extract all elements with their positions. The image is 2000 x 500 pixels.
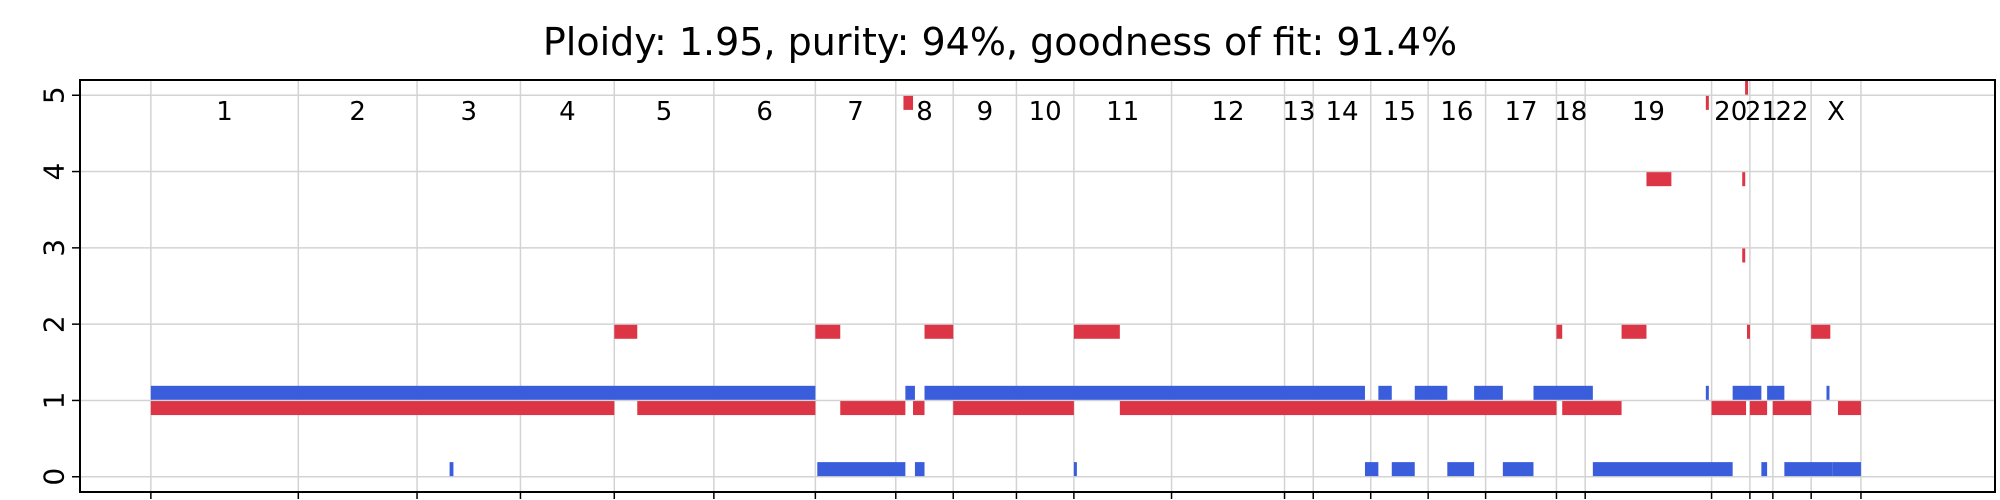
major-cn-segment	[1705, 95, 1709, 110]
major-cn-segment	[1742, 248, 1746, 263]
chromosome-label: 18	[1554, 97, 1587, 127]
plot-frame	[79, 79, 1996, 493]
chromosome-label: 13	[1282, 97, 1315, 127]
chromosome-label: 8	[916, 97, 933, 127]
minor-cn-segment	[1732, 385, 1762, 400]
major-cn-segment	[815, 324, 841, 339]
minor-cn-segment	[1761, 462, 1768, 477]
chromosome-label: 9	[977, 97, 994, 127]
chart-title: Ploidy: 1.95, purity: 94%, goodness of f…	[543, 20, 1457, 64]
major-cn-segment	[1742, 172, 1746, 187]
minor-cn-segment	[1533, 385, 1593, 400]
chromosome-label: 6	[756, 97, 773, 127]
minor-cn-segment	[1391, 462, 1415, 477]
minor-cn-segment	[1767, 385, 1785, 400]
major-cn-segment	[1073, 324, 1120, 339]
minor-cn-segment	[150, 385, 816, 400]
minor-cn-segment	[1073, 462, 1077, 477]
chromosome-label: 21	[1745, 97, 1778, 127]
minor-cn-segment	[914, 462, 925, 477]
chromosome-label: 17	[1504, 97, 1537, 127]
minor-cn-segment	[1705, 385, 1709, 400]
major-cn-segment	[913, 401, 925, 416]
major-cn-segment	[840, 401, 906, 416]
major-cn-segment	[1562, 401, 1622, 416]
minor-cn-segment	[1502, 462, 1534, 477]
minor-cn-segment	[1447, 462, 1475, 477]
chromosome-label: X	[1827, 97, 1845, 127]
chromosome-label: 20	[1714, 97, 1747, 127]
minor-cn-segment	[1378, 385, 1392, 400]
y-tick-label: 5	[38, 86, 71, 104]
major-cn-segment	[1646, 172, 1672, 187]
major-cn-segment	[1772, 401, 1812, 416]
minor-cn-segment	[924, 385, 1365, 400]
major-cn-segment	[1837, 401, 1861, 416]
minor-cn-segment	[1364, 462, 1379, 477]
chromosome-label: 22	[1775, 97, 1808, 127]
y-tick-label: 3	[38, 239, 71, 257]
minor-cn-segment	[905, 385, 915, 400]
chromosome-label: 11	[1106, 97, 1139, 127]
chromosome-label: 4	[559, 97, 576, 127]
major-cn-segment	[637, 401, 816, 416]
chromosome-label: 15	[1383, 97, 1416, 127]
minor-cn-segment	[449, 462, 454, 477]
major-cn-segment	[953, 401, 1074, 416]
y-tick-label: 2	[38, 315, 71, 333]
major-cn-segment	[1749, 401, 1768, 416]
minor-cn-segment	[1592, 462, 1733, 477]
major-cn-segment	[1556, 324, 1563, 339]
chromosome-label: 10	[1029, 97, 1062, 127]
major-cn-segment	[1745, 80, 1749, 95]
y-tick-label: 0	[38, 468, 71, 486]
minor-cn-segment	[817, 462, 906, 477]
major-cn-segment	[614, 324, 638, 339]
major-cn-segment	[150, 401, 615, 416]
major-cn-segment	[1711, 401, 1747, 416]
y-tick-label: 1	[38, 392, 71, 410]
major-cn-segment	[903, 95, 914, 110]
major-cn-segment	[924, 324, 954, 339]
grid-layer	[80, 80, 1995, 492]
major-cn-segment	[1621, 324, 1647, 339]
chromosome-label: 7	[847, 97, 864, 127]
segments-layer	[150, 80, 1861, 477]
chromosome-label: 5	[656, 97, 673, 127]
minor-cn-segment	[1784, 462, 1833, 477]
chromosome-label: 12	[1211, 97, 1244, 127]
chromosome-label: 16	[1440, 97, 1473, 127]
minor-cn-segment	[1826, 385, 1830, 400]
minor-cn-segment	[1832, 462, 1861, 477]
major-cn-segment	[1119, 401, 1557, 416]
major-cn-segment	[1811, 324, 1831, 339]
chromosome-label: 19	[1632, 97, 1665, 127]
y-tick-label: 4	[38, 163, 71, 181]
chromosome-label: 1	[216, 97, 233, 127]
chromosome-label: 3	[460, 97, 477, 127]
major-cn-segment	[1747, 324, 1751, 339]
minor-cn-segment	[1474, 385, 1503, 400]
minor-cn-segment	[1414, 385, 1448, 400]
chromosome-label: 2	[349, 97, 366, 127]
chromosome-label: 14	[1325, 97, 1358, 127]
